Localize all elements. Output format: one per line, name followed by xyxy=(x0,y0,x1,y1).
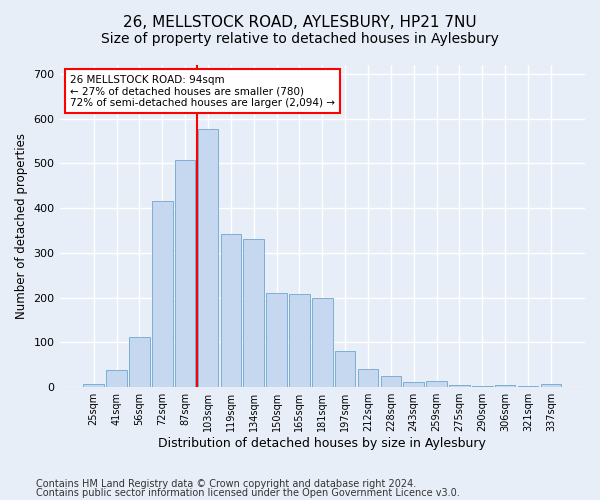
Text: 26 MELLSTOCK ROAD: 94sqm
← 27% of detached houses are smaller (780)
72% of semi-: 26 MELLSTOCK ROAD: 94sqm ← 27% of detach… xyxy=(70,74,335,108)
Y-axis label: Number of detached properties: Number of detached properties xyxy=(15,133,28,319)
Bar xyxy=(198,128,218,387)
Bar xyxy=(518,386,538,387)
Text: 26, MELLSTOCK ROAD, AYLESBURY, HP21 7NU: 26, MELLSTOCK ROAD, AYLESBURY, HP21 7NU xyxy=(123,15,477,30)
Text: Size of property relative to detached houses in Aylesbury: Size of property relative to detached ho… xyxy=(101,32,499,46)
Text: Contains HM Land Registry data © Crown copyright and database right 2024.: Contains HM Land Registry data © Crown c… xyxy=(36,479,416,489)
X-axis label: Distribution of detached houses by size in Aylesbury: Distribution of detached houses by size … xyxy=(158,437,486,450)
Bar xyxy=(244,240,264,387)
Bar xyxy=(266,293,287,387)
Bar xyxy=(83,384,104,387)
Bar xyxy=(129,336,150,387)
Bar xyxy=(289,294,310,387)
Bar xyxy=(541,384,561,387)
Bar xyxy=(358,369,378,387)
Bar xyxy=(472,386,493,387)
Bar xyxy=(426,381,447,387)
Bar xyxy=(403,382,424,387)
Bar xyxy=(221,234,241,387)
Bar xyxy=(106,370,127,387)
Bar xyxy=(495,385,515,387)
Bar xyxy=(152,202,173,387)
Bar xyxy=(380,376,401,387)
Bar xyxy=(312,298,332,387)
Text: Contains public sector information licensed under the Open Government Licence v3: Contains public sector information licen… xyxy=(36,488,460,498)
Bar xyxy=(175,160,196,387)
Bar xyxy=(335,352,355,387)
Bar xyxy=(449,385,470,387)
